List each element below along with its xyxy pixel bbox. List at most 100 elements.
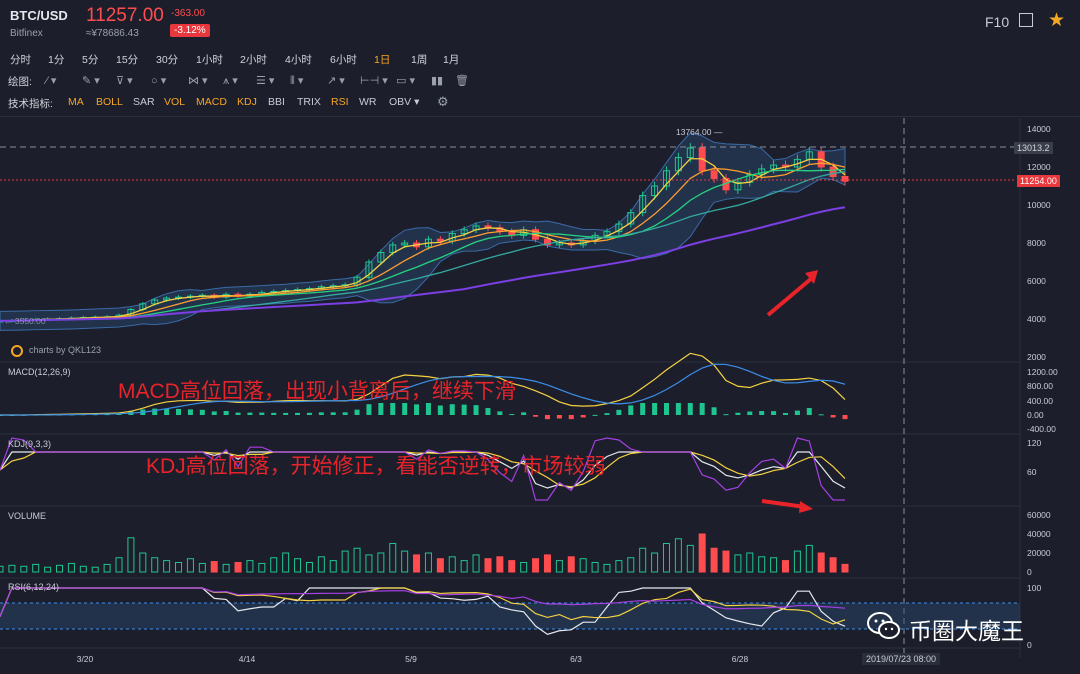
line-tool-icon[interactable]: ⁄ ▾ <box>46 75 57 87</box>
wechat-icon <box>867 612 900 639</box>
volume-bar-56 <box>662 543 670 573</box>
macd-histogram-48 <box>568 415 574 420</box>
macd-histogram-26 <box>306 412 312 415</box>
pair-title[interactable]: BTC/USD <box>10 8 68 23</box>
rsi-tick-label-0: 100 <box>1027 583 1041 593</box>
macd-histogram-46 <box>544 415 550 420</box>
macd-histogram-67 <box>794 410 800 415</box>
volume-bar-19 <box>222 563 230 573</box>
volume-bar-45 <box>532 558 540 573</box>
kdj-panel-label: KDJ(9,3,3) <box>8 439 52 449</box>
chart-area[interactable]: 14000120001000080006000400020001200.0080… <box>0 118 1080 674</box>
volume-bar-24 <box>282 552 290 573</box>
macd-histogram-9 <box>104 414 110 416</box>
indicator-macd[interactable]: MACD <box>196 96 227 108</box>
indicator-boll[interactable]: BOLL <box>96 96 123 108</box>
measure-tool-icon[interactable]: ⊢⊣ ▾ <box>360 75 388 87</box>
macd-histogram-14 <box>164 408 170 415</box>
macd-histogram-18 <box>211 411 217 415</box>
timeframe-8[interactable]: 6小时 <box>330 54 357 66</box>
levels-tool-icon[interactable]: ☰ ▾ <box>256 75 275 87</box>
macd-histogram-71 <box>842 415 848 420</box>
volume-bar-49 <box>579 558 587 573</box>
exchange-name: Bitfinex <box>10 28 43 39</box>
comment-tool-icon[interactable]: ▭ ▾ <box>396 75 415 87</box>
macd-histogram-53 <box>628 405 634 415</box>
bollinger-band <box>0 132 846 331</box>
indicator-bbi[interactable]: BBI <box>268 96 285 108</box>
volume-bar-66 <box>781 560 789 573</box>
ma-line-short <box>0 158 846 322</box>
volume-bar-34 <box>401 550 409 573</box>
rsi-tick-label-1: 0 <box>1027 640 1032 650</box>
volume-bar-63 <box>746 552 754 573</box>
macd-histogram-36 <box>425 403 431 415</box>
fib-tool-icon[interactable]: ⩚ ▾ <box>223 75 238 87</box>
volume-bar-14 <box>163 560 171 573</box>
max-price-label: 13764.00 — <box>676 127 723 137</box>
indicator-kdj[interactable]: KDJ <box>237 96 257 108</box>
pattern-tool-icon[interactable]: ⋈ ▾ <box>188 75 208 87</box>
trash-icon[interactable]: 🗑 <box>455 75 469 87</box>
macd-tick-label-1: 800.00 <box>1027 381 1053 391</box>
candle-body-62 <box>734 181 742 191</box>
timeframe-3[interactable]: 15分 <box>116 54 139 66</box>
macd-histogram-54 <box>640 403 646 415</box>
volume-bar-62 <box>734 554 742 573</box>
timeframe-7[interactable]: 4小时 <box>285 54 312 66</box>
volume-bar-0 <box>0 565 4 573</box>
volume-bar-55 <box>651 552 659 573</box>
indicator-obv[interactable]: OBV ▾ <box>389 96 420 108</box>
favorite-star-icon[interactable]: ★ <box>1048 10 1066 31</box>
volume-bar-38 <box>448 556 456 573</box>
timeframe-11[interactable]: 1月 <box>443 54 460 66</box>
indicator-settings-icon[interactable]: ⚙ <box>437 94 449 109</box>
price-tick-label-5: 4000 <box>1027 314 1046 324</box>
volume-bar-39 <box>460 560 468 573</box>
arrow-tool-icon[interactable]: ↗ ▾ <box>327 75 345 87</box>
timeframe-10[interactable]: 1周 <box>411 54 428 66</box>
timeframe-4[interactable]: 30分 <box>156 54 179 66</box>
macd-tick-label-3: 0.00 <box>1027 410 1044 420</box>
indicator-rsi[interactable]: RSI <box>331 96 349 108</box>
volume-tick-label-0: 60000 <box>1027 510 1051 520</box>
macd-histogram-68 <box>806 407 812 415</box>
macd-histogram-22 <box>259 412 265 415</box>
timeframe-9[interactable]: 1日 <box>374 54 391 66</box>
rsi-24-line <box>0 587 846 617</box>
volume-bar-44 <box>520 562 528 573</box>
fullscreen-icon[interactable] <box>1019 13 1033 27</box>
timeframe-1[interactable]: 1分 <box>48 54 65 66</box>
timeframe-0[interactable]: 分时 <box>10 54 31 66</box>
timeframe-5[interactable]: 1小时 <box>196 54 223 66</box>
f10-button[interactable]: F10 <box>985 14 1010 30</box>
gann-tool-icon[interactable]: ⦀ ▾ <box>290 75 304 87</box>
volume-bar-4 <box>44 566 52 573</box>
timeframe-bar: 分时 1分 5分 15分 30分 1小时 2小时 4小时 6小时 1日 1周 1月 <box>0 48 1080 70</box>
channel-tool-icon[interactable]: ⊽ ▾ <box>116 75 133 87</box>
timeframe-2[interactable]: 5分 <box>82 54 99 66</box>
drawing-label: 绘图: <box>8 76 32 88</box>
indicator-vol[interactable]: VOL <box>164 96 186 108</box>
candle-body-55 <box>651 185 659 196</box>
indicator-ma[interactable]: MA <box>68 96 84 108</box>
volume-bar-47 <box>555 560 563 573</box>
volume-bar-35 <box>413 554 421 573</box>
circle-tool-icon[interactable]: ○ ▾ <box>151 75 167 87</box>
volume-bar-1 <box>8 564 16 573</box>
timeframe-6[interactable]: 2小时 <box>240 54 267 66</box>
indicator-sar[interactable]: SAR <box>133 96 155 108</box>
indicator-wr[interactable]: WR <box>359 96 377 108</box>
pen-tool-icon[interactable]: ✎ ▾ <box>82 75 100 87</box>
ma-line-10 <box>0 168 846 322</box>
volume-bar-23 <box>270 557 278 573</box>
candle-body-53 <box>627 212 635 225</box>
volume-bar-48 <box>567 556 575 573</box>
macd-histogram-24 <box>283 412 289 415</box>
bars-tool-icon[interactable]: ▮▮ <box>431 75 444 87</box>
volume-bar-21 <box>246 560 254 573</box>
volume-bar-15 <box>175 562 183 573</box>
indicator-trix[interactable]: TRIX <box>297 96 321 108</box>
volume-bar-17 <box>198 562 206 573</box>
macd-histogram-23 <box>271 412 277 415</box>
